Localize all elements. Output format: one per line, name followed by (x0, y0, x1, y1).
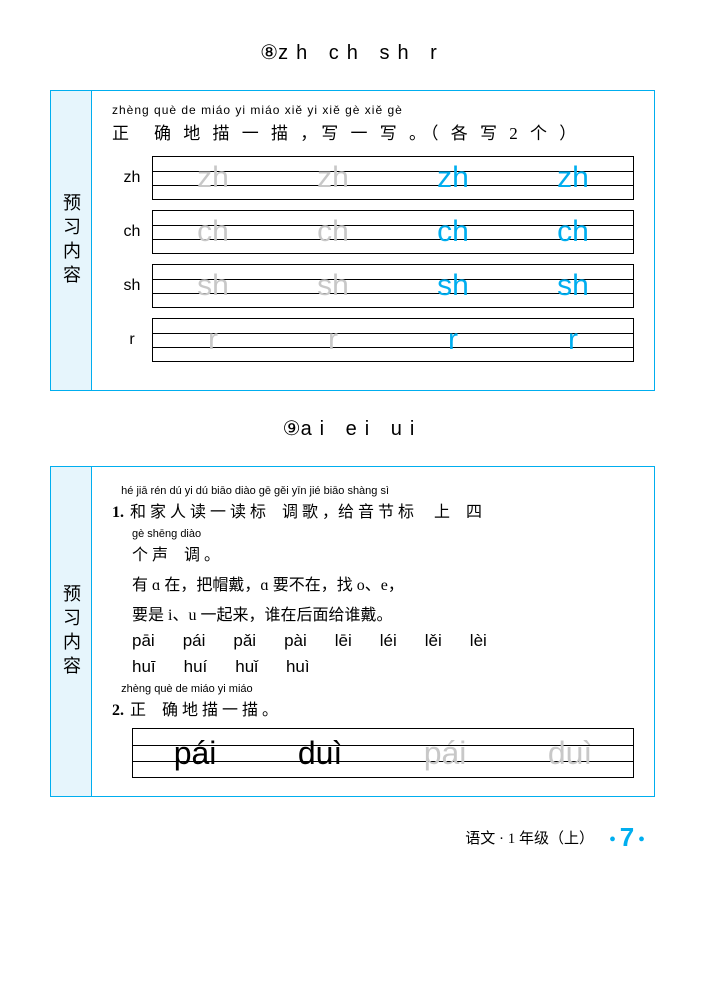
syllable: pǎi (233, 631, 256, 651)
trace-cell: r (568, 325, 578, 355)
q1-line2: gè shēng diào 个 声 调 。 (132, 528, 634, 565)
syllable: huǐ (235, 657, 258, 677)
trace-grid: ch ch ch ch (152, 210, 634, 254)
trace-row: ch ch ch ch ch (112, 210, 634, 254)
section-title-1: ⑧zh ch sh r (50, 40, 655, 65)
row-label: zh (112, 169, 152, 187)
trace-grid: rrrr (152, 318, 634, 362)
trace-cell: zh (317, 163, 349, 193)
trace-row: sh sh sh sh sh (112, 264, 634, 308)
syllable: pài (284, 631, 307, 651)
trace-cell: zh (557, 163, 589, 193)
section-letters: zh ch sh r (278, 42, 445, 64)
trace-cell: r (448, 325, 458, 355)
row-label: ch (112, 223, 152, 241)
q1-pinyin2: gè shēng diào (132, 528, 634, 540)
trace-cell: ch (317, 217, 349, 247)
practice-box-2: 预习内容 hé jiā rén dú yi dú biāo diào gē gě… (50, 466, 655, 797)
trace-cell: sh (317, 271, 349, 301)
q2-number: 2. (112, 702, 124, 720)
trace-cell: pái (424, 737, 467, 769)
q1-line1: hé jiā rén dú yi dú biāo diào gē gěi yīn… (112, 485, 634, 522)
syllable: pái (183, 631, 206, 651)
syllable: lēi (335, 631, 352, 651)
q2-hanzi: 正 确 地 描 一 描 。 (130, 702, 278, 719)
q1-rhyme1: 有 ɑ 在，把帽戴，ɑ 要不在，找 o、e， (132, 571, 634, 595)
trace-cell: ch (197, 217, 229, 247)
page-footer: 语文 · 1 年级（上） • 7 • (50, 822, 655, 853)
syllable-row-2: huī huí huǐ huì (132, 657, 634, 677)
trace-cell: sh (437, 271, 469, 301)
q1-rhyme2: 要是 i、u 一起来，谁在后面给谁戴。 (132, 601, 634, 625)
trace-grid: sh sh sh sh (152, 264, 634, 308)
instruction-pinyin-1: zhèng què de miáo yi miáo xiě yi xiě gè … (112, 103, 634, 117)
trace-row: zh zh zh zh zh (112, 156, 634, 200)
section-number-2: ⑨ (283, 416, 301, 441)
page-number: 7 (620, 822, 634, 852)
side-label-2: 预习内容 (51, 467, 92, 796)
trace-cell: r (208, 325, 218, 355)
syllable: pāi (132, 631, 155, 651)
row-label: sh (112, 277, 152, 295)
side-label-1: 预习内容 (51, 91, 92, 390)
row-label: r (112, 331, 152, 349)
trace-cell: duì (548, 737, 592, 769)
q1-pinyin1: hé jiā rén dú yi dú biāo diào gē gěi yīn… (112, 485, 634, 497)
trace-cell: r (328, 325, 338, 355)
dot-right: • (638, 829, 645, 851)
footer-text: 语文 · 1 年级（上） (465, 827, 594, 848)
section-letters-2: ai ei ui (301, 418, 423, 440)
trace-cell: sh (557, 271, 589, 301)
trace-cell: zh (197, 163, 229, 193)
q2-line: zhèng què de miáo yi miáo 2. 正 确 地 描 一 描 … (112, 683, 634, 720)
syllable: huí (184, 657, 208, 677)
syllable: huì (286, 657, 310, 677)
syllable: huī (132, 657, 156, 677)
syllable: léi (380, 631, 397, 651)
practice-box-1: 预习内容 zhèng què de miáo yi miáo xiě yi xi… (50, 90, 655, 391)
syllable: lèi (470, 631, 487, 651)
q2-pinyin: zhèng què de miáo yi miáo (112, 683, 634, 695)
trace-cell: duì (298, 737, 342, 769)
instruction-hanzi-1: 正 确 地 描 一 描 ，写 一 写 。（ 各 写 2 个 ） (112, 119, 634, 144)
dot-left: • (609, 829, 616, 851)
trace-cell: zh (437, 163, 469, 193)
trace-cell: pái (174, 737, 217, 769)
syllable-row-1: pāi pái pǎi pài lēi léi lěi lèi (132, 631, 634, 651)
trace-grid-2: pái duì pái duì (132, 728, 634, 778)
trace-row: rrrrr (112, 318, 634, 362)
syllable: lěi (425, 631, 442, 651)
trace-cell: sh (197, 271, 229, 301)
q1-number: 1. (112, 504, 124, 522)
section-title-2: ⑨ai ei ui (50, 416, 655, 441)
section-number: ⑧ (260, 40, 278, 65)
trace-cell: ch (557, 217, 589, 247)
trace-grid: zh zh zh zh (152, 156, 634, 200)
q1-hanzi2: 个 声 调 。 (132, 547, 220, 564)
trace-cell: ch (437, 217, 469, 247)
q1-hanzi1: 和 家 人 读 一 读 标 调 歌 ，给 音 节 标 上 四 (130, 504, 482, 521)
